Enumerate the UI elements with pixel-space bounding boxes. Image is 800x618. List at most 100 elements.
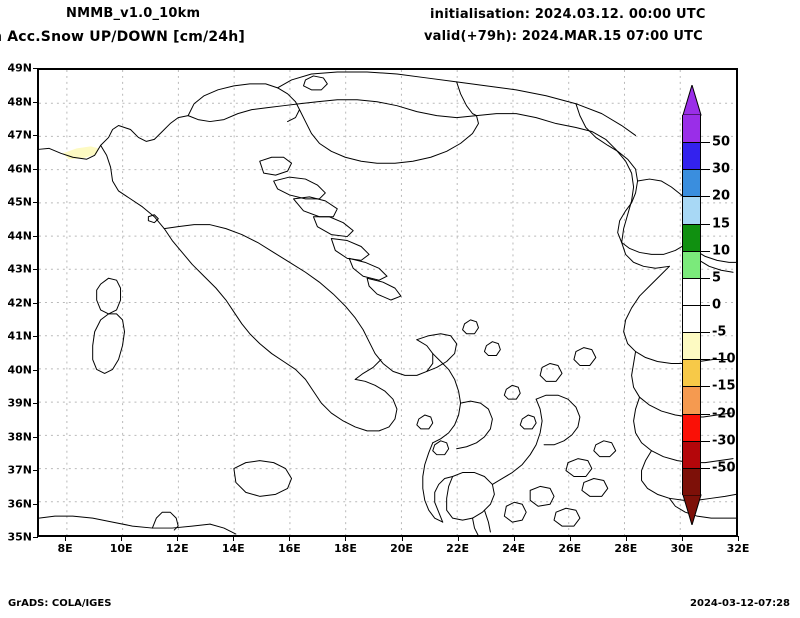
x-axis-label: 26E xyxy=(558,542,582,555)
colorbar-tick-label: 50 xyxy=(712,134,731,150)
colorbar-tick-label: -10 xyxy=(712,351,736,367)
y-tick-mark xyxy=(33,537,38,538)
colorbar-band xyxy=(682,277,701,305)
x-axis-label: 28E xyxy=(614,542,638,555)
y-tick-mark xyxy=(33,302,38,304)
y-axis-label: 37N xyxy=(7,463,32,477)
colorbar-band xyxy=(682,115,701,143)
y-axis-label: 48N xyxy=(7,95,32,108)
footer-attribution: GrADS: COLA/IGES xyxy=(8,598,112,609)
colorbar-tick-mark xyxy=(701,142,710,144)
y-axis-label: 36N xyxy=(7,497,32,510)
x-tick-mark xyxy=(177,536,179,541)
y-tick-mark xyxy=(33,470,38,471)
x-axis-label: 12E xyxy=(165,542,189,555)
x-tick-mark xyxy=(738,536,739,541)
header-model-name: NMMB_v1.0_10km xyxy=(66,6,201,21)
footer-timestamp: 2024-03-12-07:28 xyxy=(690,598,790,609)
y-tick-mark xyxy=(33,403,38,404)
y-axis-label: 39N xyxy=(7,396,32,410)
y-axis-label: 42N xyxy=(7,296,32,309)
header-initialisation: initialisation: 2024.03.12. 00:00 UTC xyxy=(430,7,706,22)
colorbar-tick-mark xyxy=(701,305,710,306)
snow-data-field xyxy=(62,146,99,160)
y-tick-mark xyxy=(33,101,38,103)
colorbar: 50 30 20 15 10 5 0 -5 -10 -15 -20 -30 -50 xyxy=(682,85,736,525)
colorbar-band xyxy=(682,413,701,441)
x-axis-label: 32E xyxy=(726,542,750,555)
colorbar-band xyxy=(682,250,701,278)
colorbar-tick-mark xyxy=(701,250,710,252)
y-axis-label: 35N xyxy=(7,530,32,544)
colorbar-band xyxy=(682,223,701,251)
colorbar-tick-label: -20 xyxy=(712,406,736,422)
data-patch-light-snow xyxy=(62,146,99,160)
y-tick-mark xyxy=(33,269,38,270)
colorbar-tick-label: 15 xyxy=(712,216,731,232)
colorbar-band xyxy=(682,305,701,333)
map-plot-area[interactable] xyxy=(37,68,738,537)
colorbar-tick-label: -5 xyxy=(712,324,727,340)
colorbar-tick-mark xyxy=(701,223,710,225)
y-tick-mark xyxy=(33,135,38,136)
y-axis-label: 45N xyxy=(7,195,32,209)
colorbar-band xyxy=(682,467,701,495)
x-axis-label: 30E xyxy=(670,542,694,555)
colorbar-tick-mark xyxy=(701,277,710,279)
colorbar-tick-mark xyxy=(701,359,710,361)
y-axis-label: 40N xyxy=(7,363,32,376)
x-tick-mark xyxy=(457,536,459,541)
header-valid-time: valid(+79h): 2024.MAR.15 07:00 UTC xyxy=(424,29,703,44)
header-field-name: n Acc.Snow UP/DOWN [cm/24h] xyxy=(0,29,246,45)
x-tick-mark xyxy=(65,536,67,541)
colorbar-tick-mark xyxy=(701,413,710,415)
y-tick-mark xyxy=(33,68,38,69)
colorbar-tick-mark xyxy=(701,196,710,198)
colorbar-band xyxy=(682,169,701,197)
colorbar-tick-label: -30 xyxy=(712,433,736,449)
colorbar-tick-mark xyxy=(701,467,710,469)
y-axis-label: 49N xyxy=(7,61,32,75)
x-tick-mark xyxy=(513,536,515,541)
colorbar-band xyxy=(682,386,701,414)
x-tick-mark xyxy=(233,536,235,541)
y-axis-label: 44N xyxy=(7,229,32,242)
x-axis-label: 22E xyxy=(446,542,470,555)
x-tick-mark xyxy=(345,536,347,541)
lat-lon-gridlines xyxy=(39,70,736,535)
y-tick-mark xyxy=(33,235,38,237)
colorbar-tick-label: 30 xyxy=(712,161,731,177)
colorbar-tick-label: 5 xyxy=(712,270,722,286)
colorbar-band xyxy=(682,196,701,224)
colorbar-band xyxy=(682,359,701,387)
colorbar-tick-label: 0 xyxy=(712,297,722,313)
colorbar-band xyxy=(682,142,701,170)
coastline-and-borders xyxy=(39,71,736,535)
x-axis-label: 18E xyxy=(334,542,357,555)
y-axis-label: 43N xyxy=(7,262,32,276)
colorbar-tick-label: 10 xyxy=(712,243,731,259)
y-axis-label: 46N xyxy=(7,162,32,175)
colorbar-tick-label: -50 xyxy=(712,460,736,476)
y-tick-mark xyxy=(33,336,38,337)
x-axis-label: 10E xyxy=(109,542,133,555)
colorbar-tick-mark xyxy=(701,169,710,171)
colorbar-tick-mark xyxy=(701,440,710,442)
x-tick-mark xyxy=(569,536,571,541)
x-tick-mark xyxy=(681,536,683,541)
colorbar-top-arrow xyxy=(682,85,702,116)
x-axis-label: 20E xyxy=(390,542,413,555)
colorbar-tick-mark xyxy=(701,386,710,388)
x-axis-label: 14E xyxy=(221,542,245,555)
x-tick-mark xyxy=(289,536,291,541)
colorbar-tick-mark xyxy=(701,332,710,334)
colorbar-band xyxy=(682,332,701,360)
x-axis-label: 8E xyxy=(57,542,73,555)
y-tick-mark xyxy=(33,503,38,505)
x-axis-label: 24E xyxy=(502,542,526,555)
y-tick-mark xyxy=(33,202,38,203)
colorbar-tick-label: 20 xyxy=(712,188,731,204)
y-axis-label: 38N xyxy=(7,430,32,443)
y-tick-mark xyxy=(33,369,38,371)
